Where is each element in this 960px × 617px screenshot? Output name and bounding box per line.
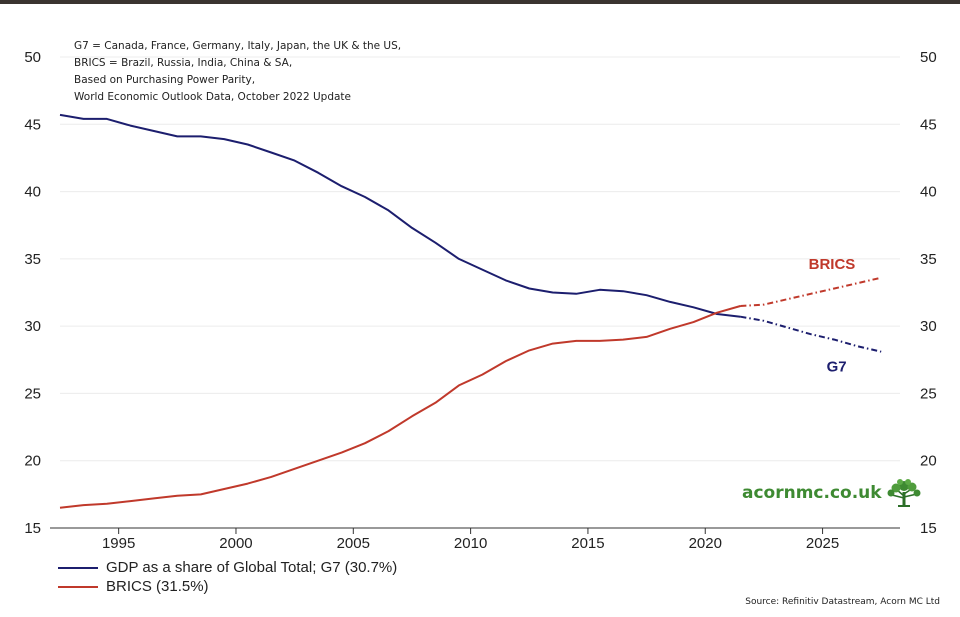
legend-item-g7: GDP as a share of Global Total; G7 (30.7… — [58, 558, 397, 577]
tree-icon — [887, 479, 921, 507]
series-forecast-brics — [740, 276, 882, 307]
grid-lines — [60, 56, 900, 462]
y-tick-label-left: 15 — [24, 520, 41, 537]
chart-notes: G7 = Canada, France, Germany, Italy, Jap… — [74, 38, 401, 106]
top-border — [0, 0, 960, 4]
x-tick-label: 2010 — [454, 535, 487, 552]
y-tick-label-left: 20 — [24, 453, 41, 470]
legend-swatch-g7 — [58, 566, 98, 569]
series-lines — [59, 113, 882, 509]
note-line: G7 = Canada, France, Germany, Italy, Jap… — [74, 40, 402, 52]
series-forecast-g7 — [740, 315, 882, 353]
series-annotations: BRICS G7 — [809, 256, 856, 375]
series-line-g7 — [59, 113, 741, 318]
y-tick-label-left: 35 — [24, 251, 41, 268]
x-tick-label: 1995 — [102, 535, 135, 552]
legend: GDP as a share of Global Total; G7 (30.7… — [58, 558, 397, 596]
legend-label-g7: GDP as a share of Global Total; G7 (30.7… — [106, 559, 398, 576]
note-line: Based on Purchasing Power Parity, — [74, 74, 256, 86]
y-tick-label-right: 20 — [920, 453, 937, 470]
y-tick-label-left: 50 — [24, 49, 41, 66]
x-tick-label: 2005 — [337, 535, 370, 552]
y-tick-label-right: 25 — [920, 385, 937, 402]
y-tick-label-right: 40 — [920, 184, 937, 201]
series-line-brics — [59, 305, 741, 509]
x-tick-label: 2015 — [571, 535, 604, 552]
note-line: World Economic Outlook Data, October 202… — [74, 91, 352, 103]
source-note: Source: Refinitiv Datastream, Acorn MC L… — [745, 597, 940, 607]
series-label-g7: G7 — [827, 359, 847, 376]
legend-swatch-brics — [58, 585, 98, 588]
y-tick-label-right: 35 — [920, 251, 937, 268]
y-tick-label-left: 40 — [24, 184, 41, 201]
x-tick-label: 2020 — [689, 535, 722, 552]
legend-label-brics: BRICS (31.5%) — [106, 578, 209, 595]
y-tick-label-left: 30 — [24, 318, 41, 335]
series-label-brics: BRICS — [809, 256, 856, 273]
y-tick-label-right: 30 — [920, 318, 937, 335]
y-tick-label-left: 45 — [24, 116, 41, 133]
x-tick-label: 2000 — [219, 535, 252, 552]
y-tick-label-right: 50 — [920, 49, 937, 66]
y-tick-label-right: 15 — [920, 520, 937, 537]
acorn-logo: acornmc.co.uk — [742, 478, 922, 508]
y-tick-label-right: 45 — [920, 116, 937, 133]
legend-item-brics: BRICS (31.5%) — [58, 577, 397, 596]
logo-text: acornmc.co.uk — [742, 483, 882, 503]
x-tick-label: 2025 — [806, 535, 839, 552]
y-tick-label-left: 25 — [24, 385, 41, 402]
note-line: BRICS = Brazil, Russia, India, China & S… — [74, 57, 293, 69]
axes — [50, 527, 900, 534]
